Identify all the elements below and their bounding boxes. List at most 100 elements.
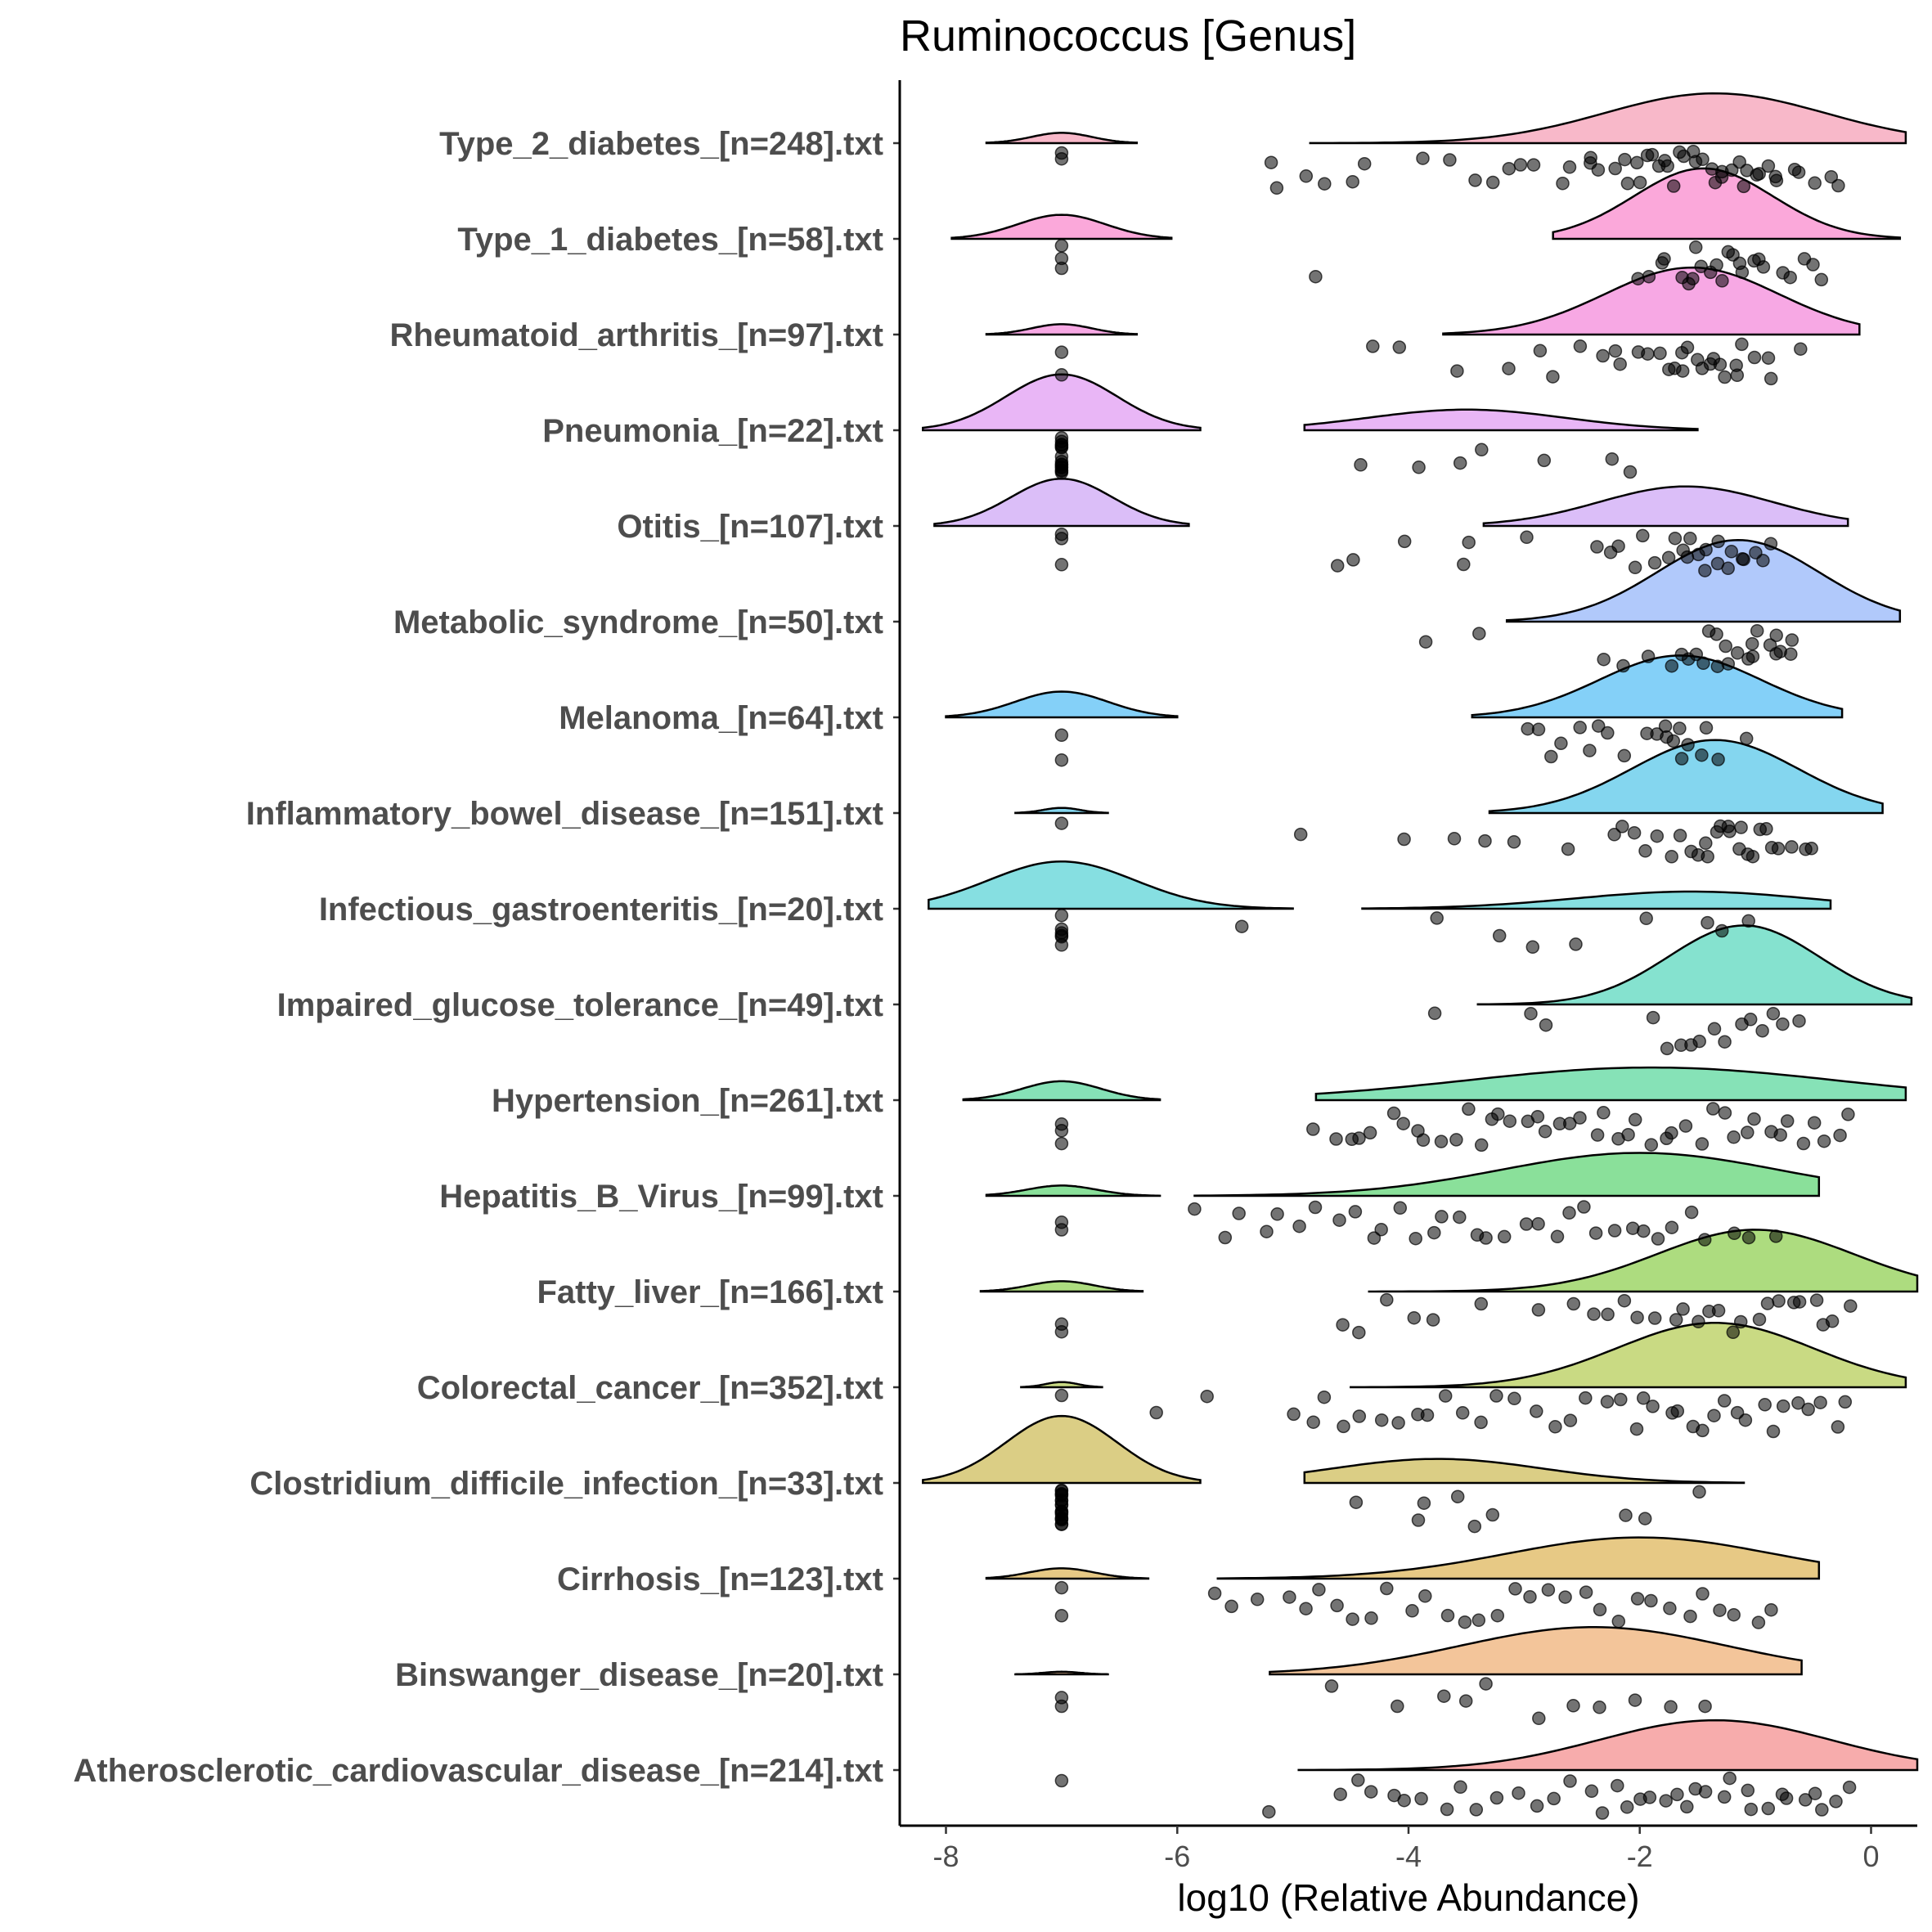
data-point (1430, 911, 1444, 925)
data-point (1692, 1314, 1705, 1329)
data-point (1348, 1205, 1363, 1219)
density-cloud (1471, 654, 1844, 719)
data-point (1566, 1699, 1580, 1713)
data-point (1785, 633, 1799, 647)
data-point (1734, 820, 1748, 834)
zero-density-cloud (985, 1567, 1150, 1580)
data-point (1491, 1107, 1505, 1121)
data-point (1531, 1217, 1545, 1231)
data-point (1617, 748, 1632, 763)
data-point (1519, 1217, 1534, 1231)
data-point (1489, 1790, 1504, 1805)
y-tick-label: Metabolic_syndrome_[n=50].txt (393, 604, 883, 640)
data-point (1427, 1225, 1441, 1240)
data-point (1523, 1590, 1537, 1604)
data-point (1533, 344, 1548, 358)
zero-data-point (1054, 1773, 1069, 1788)
data-point (1642, 269, 1656, 284)
data-point (1525, 940, 1540, 955)
data-point (1330, 559, 1345, 573)
zero-data-point (1054, 532, 1069, 546)
data-point (1676, 1302, 1690, 1316)
data-point (1550, 1229, 1565, 1244)
data-point (1829, 1795, 1843, 1808)
data-point (1485, 1507, 1500, 1522)
data-point (1396, 1117, 1410, 1130)
data-point (1435, 1210, 1449, 1224)
data-point (1824, 169, 1839, 184)
density-cloud (1297, 1719, 1919, 1772)
data-point (1548, 1420, 1562, 1434)
y-axis-labels: Type_2_diabetes_[n=248].txt Type_1_diabet… (74, 126, 900, 1789)
data-point (1600, 1395, 1615, 1409)
data-point (1666, 179, 1681, 193)
data-point (1741, 914, 1755, 928)
data-point (1751, 1615, 1766, 1629)
y-tick-label: Fatty_liver_[n=166].txt (537, 1274, 883, 1310)
data-point (1591, 719, 1606, 733)
data-point (1605, 452, 1620, 466)
zero-data-point (1054, 1388, 1069, 1403)
data-point (1628, 560, 1642, 575)
data-point (1471, 1613, 1486, 1628)
data-point (1434, 1134, 1449, 1148)
data-point (1801, 1402, 1815, 1417)
data-point (1207, 1586, 1222, 1601)
density-cloud (1193, 1152, 1821, 1197)
zero-density-cloud (945, 690, 1179, 719)
x-tick-label: 0 (1862, 1840, 1879, 1873)
data-point (1646, 1010, 1660, 1025)
data-point (1299, 169, 1314, 183)
data-point (1474, 1415, 1488, 1430)
data-point (1530, 1109, 1545, 1124)
y-tick-label: Atherosclerotic_cardiovascular_disease_[… (74, 1753, 884, 1789)
zero-density-cloud (1014, 1670, 1109, 1676)
data-point (1458, 1615, 1472, 1629)
data-point (1650, 829, 1665, 843)
data-point (1526, 158, 1541, 172)
data-point (1735, 265, 1750, 280)
data-point (1842, 1780, 1857, 1795)
y-tick-label: Rheumatoid_arthritis_[n=97].txt (390, 317, 883, 353)
data-point (1673, 829, 1687, 842)
y-tick-label: Otitis_[n=107].txt (617, 509, 883, 545)
data-point (1478, 833, 1492, 848)
data-point (1668, 531, 1683, 546)
data-point (1739, 731, 1754, 746)
data-point (1554, 736, 1568, 751)
data-point (1354, 458, 1368, 472)
data-point (1764, 371, 1778, 386)
data-point (1538, 1125, 1552, 1139)
data-point (1391, 1416, 1405, 1430)
zero-data-point (1054, 345, 1069, 359)
data-point (1670, 1787, 1684, 1802)
data-point (1644, 1593, 1658, 1608)
data-point (1188, 1202, 1202, 1216)
density-cloud (1368, 1229, 1919, 1293)
data-point (1647, 555, 1662, 570)
data-point (1627, 825, 1642, 840)
data-point (1838, 1395, 1853, 1409)
data-point (1768, 1229, 1783, 1243)
y-tick-label: Colorectal_cancer_[n=352].txt (417, 1370, 883, 1406)
data-point (1659, 1794, 1673, 1808)
data-point (1641, 649, 1656, 663)
data-point (1689, 647, 1704, 662)
data-point (1726, 1325, 1741, 1340)
data-point (1427, 1006, 1442, 1021)
data-point (1776, 1017, 1790, 1031)
data-point (1637, 1224, 1651, 1238)
zero-data-point (1054, 151, 1069, 166)
data-point (1270, 1207, 1284, 1221)
data-point (1539, 1018, 1553, 1032)
data-point (1283, 1590, 1296, 1604)
data-point (1686, 272, 1700, 285)
zero-data-point (1054, 816, 1069, 830)
data-point (1508, 1582, 1522, 1596)
data-point (1597, 652, 1611, 667)
data-point (1696, 656, 1710, 671)
data-point (1723, 1771, 1737, 1786)
zero-density-cloud (985, 323, 1139, 336)
data-point (1752, 1312, 1767, 1327)
data-point (1825, 1314, 1840, 1328)
